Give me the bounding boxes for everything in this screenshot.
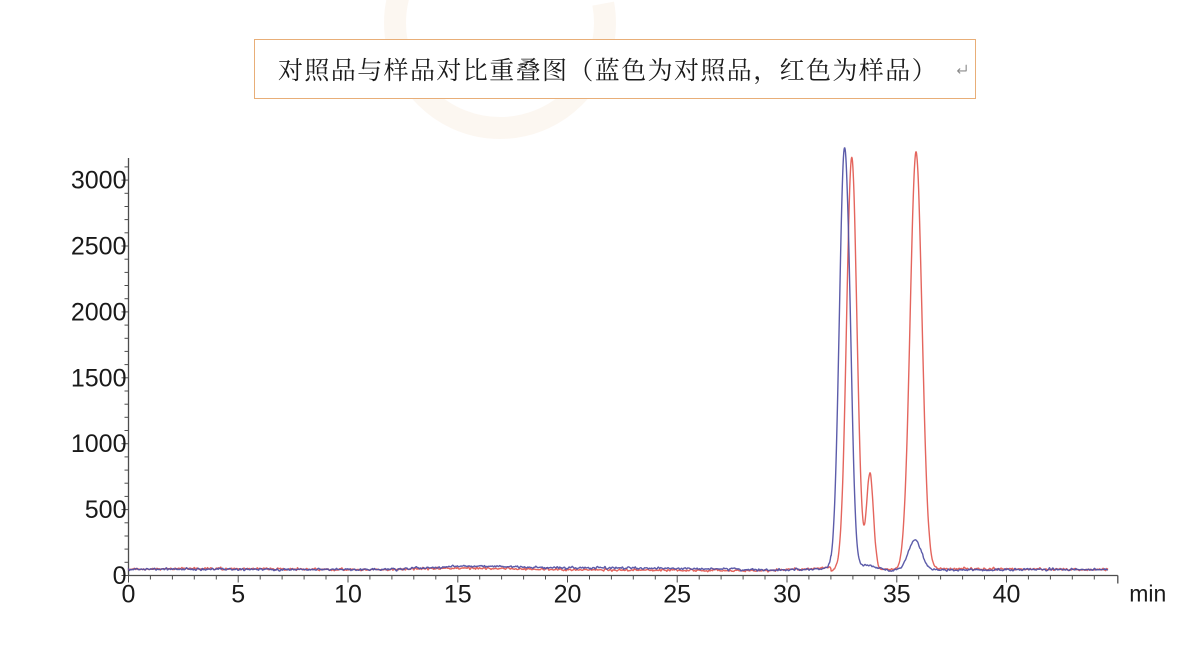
svg-text:10: 10 [334,581,362,609]
svg-text:35: 35 [883,581,911,609]
svg-text:25: 25 [663,581,691,609]
svg-text:15: 15 [444,581,472,609]
svg-text:1000: 1000 [71,430,127,458]
svg-text:500: 500 [85,496,127,524]
svg-text:2000: 2000 [71,298,127,326]
svg-text:min: min [1129,581,1166,607]
svg-text:0: 0 [113,562,127,590]
svg-text:20: 20 [554,581,582,609]
svg-text:5: 5 [231,581,245,609]
svg-text:1500: 1500 [71,364,127,392]
svg-text:2500: 2500 [71,233,127,261]
svg-text:40: 40 [993,581,1021,609]
svg-text:30: 30 [773,581,801,609]
svg-text:3000: 3000 [71,167,127,195]
